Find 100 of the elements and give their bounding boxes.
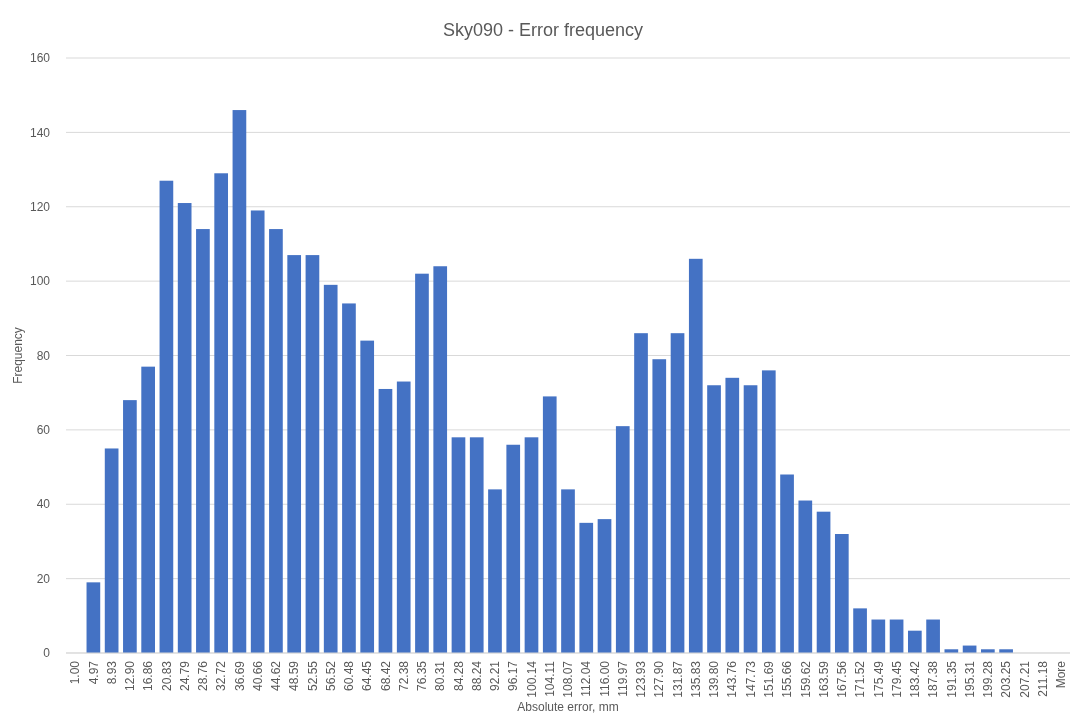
bar [761,370,776,653]
x-tick-label: 167.56 [835,660,850,698]
x-tick-label: 108.07 [561,660,576,698]
bar [725,377,740,653]
bar [634,333,648,653]
bar [287,255,302,653]
bar [214,173,229,653]
x-tick-label: 143.76 [725,660,740,698]
bar [561,489,575,653]
y-tick-label: 80 [36,348,51,363]
x-tick-label: 191.35 [944,660,959,698]
bar [86,582,101,653]
bar [159,180,174,653]
x-tick-label: 139.80 [707,660,722,698]
x-tick-label: 207.21 [1017,660,1032,698]
x-tick-label: 147.73 [743,660,758,698]
bar [360,340,375,653]
y-tick-label: 100 [29,274,51,289]
x-tick-label: 68.42 [378,660,393,692]
bar [123,400,137,653]
bar [615,426,630,653]
bar [305,255,320,653]
y-tick-label: 140 [29,125,51,140]
bar [834,534,849,653]
y-tick-label: 0 [43,646,51,661]
x-tick-label: 64.45 [360,660,375,692]
bar [743,385,758,653]
x-tick-label: 187.38 [926,660,941,698]
x-tick-label: 28.76 [196,660,211,692]
bar [196,229,210,653]
x-tick-label: 155.66 [780,660,795,698]
x-tick-label: 92.21 [488,660,503,692]
bar [853,608,867,653]
bar [652,359,667,653]
bar [780,474,794,653]
x-tick-label: 119.97 [615,660,630,697]
bar [907,630,922,653]
x-tick-label: 104.11 [542,660,557,697]
x-tick-label: 4.97 [86,660,101,685]
bar [323,284,338,653]
x-tick-label: 195.31 [962,660,977,698]
bar [396,381,411,653]
bar [415,273,429,653]
x-tick-label: 112.04 [579,660,594,697]
x-tick-label: 100.14 [524,660,539,698]
x-tick-label: 163.59 [816,660,831,698]
bar [889,619,904,653]
x-tick-label: 179.45 [889,660,904,698]
x-tick-label: 80.31 [433,660,448,692]
x-tick-label: 1.00 [68,660,83,685]
x-tick-label: 44.62 [269,660,284,692]
x-tick-label: 24.79 [177,660,192,692]
x-tick-label: 60.48 [342,660,357,692]
bar [232,110,247,653]
x-tick-label: 48.59 [287,660,302,692]
x-tick-label: 36.69 [232,660,247,692]
x-tick-label: 96.17 [506,660,521,692]
y-tick-label: 160 [29,51,51,66]
bar [926,619,940,653]
y-tick-label: 40 [36,497,51,512]
bar [798,500,813,653]
bar [579,522,594,653]
bar [542,396,557,653]
x-tick-label: 127.90 [652,660,667,698]
chart-title: Sky090 - Error frequency [442,20,644,40]
x-tick-label: 203.25 [999,660,1014,698]
bar [342,303,356,653]
bar [688,258,703,653]
x-tick-label: 72.38 [396,660,411,692]
x-tick-label: More [1054,660,1069,689]
x-tick-label: 151.69 [762,660,776,698]
x-tick-label: 116.00 [597,660,612,697]
x-axis-title: Absolute error, mm [517,700,619,714]
x-tick-label: 32.72 [214,660,229,692]
x-tick-label: 183.42 [908,660,923,698]
bar [707,385,721,653]
x-tick-label: 211.18 [1035,660,1050,697]
bar [871,619,886,653]
x-tick-label: 76.35 [415,660,430,692]
bar [488,489,502,653]
x-tick-label: 123.93 [634,660,649,698]
y-tick-label: 60 [36,423,51,438]
bar [141,366,155,653]
bar [378,388,393,653]
bar [469,437,484,653]
x-tick-label: 171.52 [853,660,868,698]
x-tick-label: 131.87 [670,660,685,698]
bar [177,203,192,653]
x-tick-label: 16.86 [141,660,156,692]
x-tick-label: 159.62 [798,660,813,698]
x-tick-label: 88.24 [469,660,484,692]
bar [506,444,521,653]
x-tick-label: 199.28 [981,660,996,698]
bar [269,229,283,653]
x-tick-label: 40.66 [250,660,265,692]
bar [524,437,539,653]
y-tick-label: 20 [36,571,51,586]
bar [451,437,466,653]
x-tick-label: 56.52 [323,660,338,692]
bar [816,511,831,653]
